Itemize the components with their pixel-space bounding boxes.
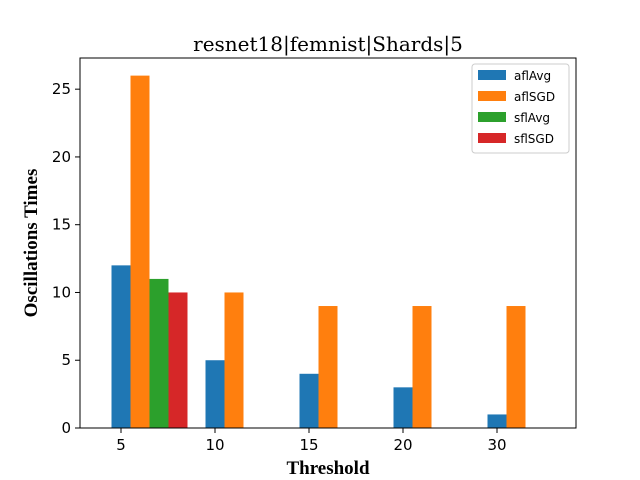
bar-aflAvg-15	[299, 373, 319, 428]
x-tick-label: 10	[205, 436, 224, 454]
bar-sflAvg-5	[149, 278, 169, 428]
bar-aflAvg-10	[205, 360, 225, 428]
y-tick-label: 25	[52, 80, 71, 98]
legend-label-sflSGD: sflSGD	[514, 132, 554, 146]
chart-title: resnet18|femnist|Shards|5	[193, 32, 463, 57]
legend-swatch-aflAvg	[478, 70, 506, 80]
legend-box	[471, 63, 570, 154]
legend-label-aflAvg: aflAvg	[514, 69, 551, 83]
x-tick-label: 30	[487, 436, 506, 454]
bar-aflAvg-20	[393, 387, 413, 428]
bar-aflSGD-30	[506, 306, 526, 428]
y-axis: 0 5 10 15 20 25	[52, 80, 80, 437]
y-tick-label: 20	[52, 148, 71, 166]
legend-swatch-sflSGD	[478, 133, 506, 143]
x-axis: 5 10 15 20 30	[116, 428, 507, 454]
x-axis-label: Threshold	[286, 458, 370, 479]
bar-aflAvg-30	[487, 414, 507, 428]
bar-aflSGD-5	[130, 75, 150, 428]
legend-label-aflSGD: aflSGD	[514, 90, 555, 104]
bar-aflAvg-5	[111, 265, 131, 428]
y-axis-label: Oscillations Times	[21, 169, 42, 318]
y-tick-label: 10	[52, 283, 71, 301]
x-tick-label: 5	[116, 436, 126, 454]
bar-aflSGD-20	[412, 306, 432, 428]
y-tick-label: 5	[61, 351, 71, 369]
bar-aflSGD-15	[318, 306, 338, 428]
legend-swatch-sflAvg	[478, 112, 506, 122]
legend-label-sflAvg: sflAvg	[514, 111, 550, 125]
legend-swatch-aflSGD	[478, 91, 506, 101]
y-tick-label: 15	[52, 216, 71, 234]
plot-area	[111, 75, 526, 428]
x-tick-label: 20	[393, 436, 412, 454]
legend: aflAvg aflSGD sflAvg sflSGD	[471, 63, 570, 154]
bar-sflSGD-5	[168, 292, 188, 428]
x-tick-label: 15	[299, 436, 318, 454]
plot-frame	[79, 57, 577, 429]
y-tick-label: 0	[61, 419, 71, 437]
bar-aflSGD-10	[224, 292, 244, 428]
